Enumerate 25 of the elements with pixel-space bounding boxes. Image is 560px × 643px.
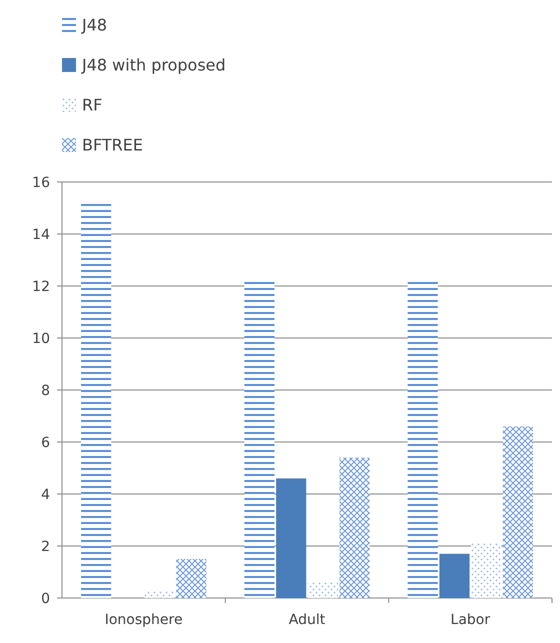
- y-tick-label: 4: [41, 486, 50, 503]
- bar: [308, 582, 338, 598]
- bar: [176, 559, 206, 598]
- y-tick-label: 14: [32, 226, 50, 243]
- y-tick-label: 2: [41, 538, 50, 555]
- bar: [340, 458, 370, 598]
- bar: [502, 426, 533, 598]
- y-tick-label: 6: [41, 434, 50, 451]
- y-tick-label: 8: [41, 382, 50, 399]
- y-tick-label: 12: [32, 278, 50, 295]
- bar: [439, 554, 470, 598]
- x-tick-label: Adult: [288, 612, 326, 628]
- legend-label: BFTREE: [82, 136, 144, 155]
- legend-label: J48: [81, 16, 108, 35]
- y-tick-label: 16: [32, 174, 50, 191]
- bar: [144, 590, 175, 598]
- y-tick-label: 0: [41, 590, 50, 607]
- legend-label: J48 with proposed: [81, 56, 226, 75]
- y-tick-label: 10: [32, 330, 50, 347]
- bar: [244, 280, 274, 598]
- x-tick-label: Labor: [450, 612, 490, 628]
- legend-label: RF: [82, 96, 102, 115]
- bar: [471, 543, 502, 598]
- x-tick-label: Ionosphere: [104, 612, 183, 628]
- bar: [276, 478, 306, 598]
